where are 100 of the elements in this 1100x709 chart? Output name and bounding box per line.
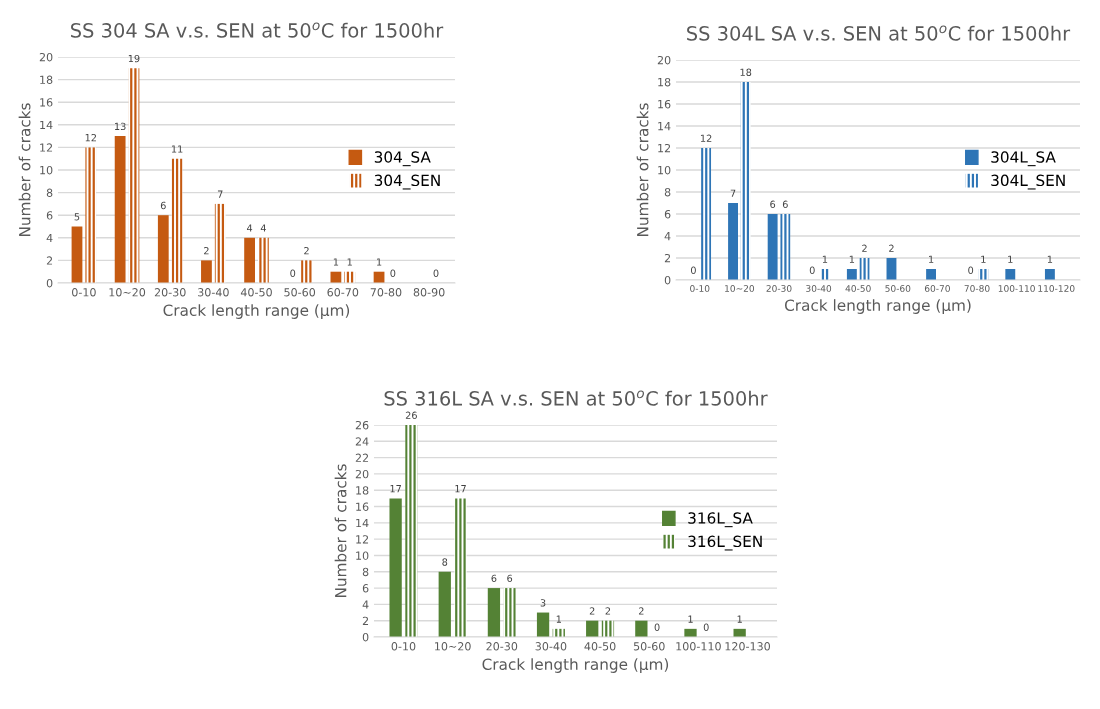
x-tick-label: 20-30: [154, 288, 186, 297]
legend-label: 304_SA: [374, 151, 431, 167]
data-label: 1: [1047, 255, 1053, 263]
bar: [214, 203, 226, 283]
data-label: 0: [809, 266, 815, 274]
bar: [780, 214, 791, 280]
bar: [586, 620, 599, 637]
data-label: 2: [889, 244, 894, 252]
y-tick-label: 26: [355, 420, 369, 430]
y-tick-label: 12: [40, 143, 53, 152]
data-label: 2: [589, 607, 595, 615]
chart-title: SS 316L SA v.s. SEN at 50$^{o}$C for 1500hr: [384, 390, 768, 406]
legend-label: 316L_SA: [688, 512, 753, 528]
data-label: 7: [730, 189, 736, 197]
chart-title: SS 304L SA v.s. SEN at 50$^{o}$C for 1500hr: [687, 25, 1071, 41]
y-tick-label: 12: [658, 143, 671, 153]
data-label: 1: [377, 258, 382, 266]
y-tick-label: 16: [658, 99, 671, 109]
x-tick-label: 50-60: [284, 288, 316, 297]
bar: [244, 237, 255, 283]
data-label: 17: [390, 485, 401, 493]
x-axis-title: Crack length range (µm): [163, 304, 350, 319]
bar: [201, 260, 212, 283]
bar: [701, 148, 712, 280]
x-tick-label: 60-70: [924, 285, 950, 292]
bar: [71, 226, 83, 283]
data-label: 1: [822, 255, 828, 263]
data-label: 2: [862, 244, 867, 252]
data-label: 26: [405, 411, 417, 419]
data-label: 2: [605, 607, 611, 615]
x-tick-label: 0-10: [391, 642, 416, 651]
bar: [258, 237, 269, 283]
data-label: 4: [260, 224, 266, 232]
bar: [1005, 269, 1016, 280]
y-tick-label: 4: [46, 233, 53, 243]
x-tick-label: 70-80: [370, 288, 402, 297]
x-tick-label: 20-30: [766, 285, 792, 292]
data-label: 1: [556, 615, 561, 623]
x-tick-label: 50-60: [885, 285, 911, 292]
y-tick-label: 6: [362, 584, 369, 593]
data-label: 1: [849, 255, 855, 263]
data-label: 4: [246, 224, 253, 232]
x-tick-label: 30-40: [806, 285, 832, 292]
y-tick-label: 0: [46, 278, 53, 288]
data-label: 6: [160, 201, 166, 210]
x-tick-label: 100-110: [998, 285, 1035, 292]
x-tick-label: 80-90: [413, 288, 445, 297]
y-axis-title: Number of cracks: [636, 103, 649, 237]
bar: [344, 271, 356, 283]
data-label: 17: [455, 485, 466, 493]
bar: [389, 498, 402, 637]
y-tick-label: 4: [664, 232, 671, 241]
bar: [819, 269, 830, 280]
y-tick-label: 18: [40, 75, 53, 84]
x-tick-label: 40-50: [845, 285, 871, 292]
data-label: 6: [507, 574, 513, 583]
data-label: 8: [442, 558, 448, 566]
y-tick-label: 20: [657, 55, 671, 65]
y-tick-label: 24: [355, 437, 369, 446]
data-label: 0: [703, 623, 709, 631]
x-axis-title: Crack length range (µm): [784, 299, 971, 314]
x-tick-label: 0-10: [690, 285, 710, 292]
legend-label: 304L_SA: [991, 151, 1056, 167]
bar: [846, 269, 857, 280]
y-tick-label: 18: [356, 486, 369, 495]
x-tick-label: 120-130: [725, 642, 770, 651]
data-label: 2: [204, 247, 209, 255]
y-tick-label: 8: [46, 188, 53, 197]
y-tick-label: 16: [40, 98, 53, 107]
x-tick-label: 0-10: [72, 288, 96, 297]
data-label: 1: [1008, 255, 1013, 263]
data-label: 12: [85, 134, 97, 142]
y-tick-label: 2: [362, 616, 369, 625]
data-label: 19: [128, 54, 140, 63]
y-tick-label: 0: [362, 632, 369, 642]
bar: [536, 612, 550, 637]
y-tick-label: 6: [46, 211, 53, 220]
y-tick-label: 0: [664, 275, 671, 285]
legend-label: 304L_SEN: [991, 174, 1065, 190]
data-label: 7: [217, 190, 223, 198]
x-tick-label: 110-120: [1038, 285, 1075, 292]
y-tick-label: 2: [46, 256, 53, 265]
y-tick-label: 14: [356, 518, 369, 528]
x-tick-label: 30-40: [535, 642, 567, 651]
x-tick-label: 40-50: [240, 288, 272, 297]
data-label: 0: [968, 266, 974, 274]
bar: [301, 260, 312, 283]
data-label: 13: [115, 122, 126, 131]
data-label: 1: [981, 255, 986, 263]
bar: [684, 628, 697, 637]
bar: [503, 588, 516, 637]
bar: [635, 620, 648, 637]
legend-label: 304_SEN: [374, 174, 440, 190]
y-tick-label: 22: [355, 453, 369, 462]
data-label: 6: [491, 574, 497, 583]
x-tick-label: 60-70: [327, 288, 359, 297]
data-label: 11: [171, 145, 183, 153]
y-tick-label: 4: [362, 600, 369, 609]
data-label: 0: [390, 269, 396, 277]
x-tick-label: 10~20: [725, 285, 755, 292]
